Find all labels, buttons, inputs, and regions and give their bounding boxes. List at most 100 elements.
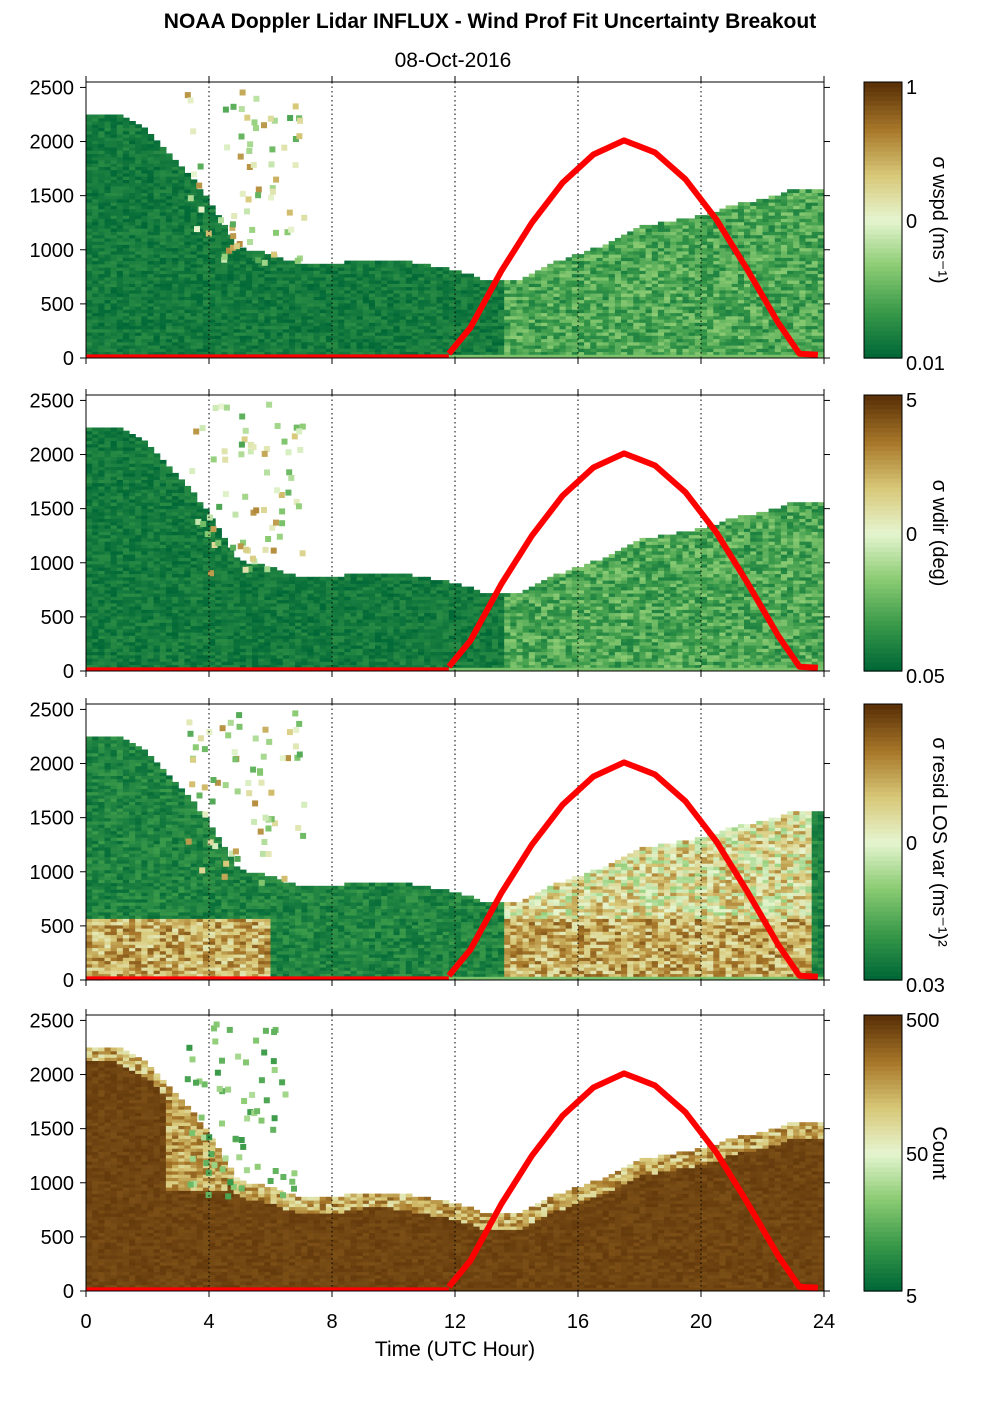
- heatmap-cell: [774, 254, 782, 258]
- heatmap-cell: [553, 260, 561, 265]
- heatmap-cell: [301, 315, 308, 320]
- heatmap-cell: [122, 299, 130, 304]
- heatmap-cell: [110, 351, 118, 356]
- heatmap-cell: [664, 231, 671, 236]
- heatmap-cell: [381, 302, 388, 307]
- heatmap-cell: [338, 299, 345, 304]
- heatmap-cell: [614, 286, 622, 291]
- heatmap-cell: [547, 283, 554, 288]
- heatmap-cell: [528, 322, 536, 327]
- heatmap-cell: [301, 299, 308, 304]
- heatmap-cell: [129, 247, 136, 252]
- heatmap-cell: [522, 345, 530, 349]
- heatmap-cell: [129, 134, 136, 138]
- heatmap-cell: [713, 348, 720, 353]
- heatmap-cell: [811, 218, 819, 223]
- heatmap-cell: [485, 332, 493, 336]
- heatmap-cell: [116, 195, 124, 200]
- heatmap-cell: [190, 267, 198, 271]
- heatmap-cell: [98, 234, 105, 239]
- heatmap-cell: [405, 325, 413, 330]
- heatmap-cell: [227, 312, 235, 317]
- heatmap-cell: [141, 312, 148, 317]
- heatmap-cell: [737, 309, 745, 314]
- heatmap-cell: [553, 280, 561, 284]
- heatmap-cell: [178, 319, 185, 323]
- heatmap-cell: [676, 244, 684, 249]
- heatmap-cell: [276, 315, 284, 320]
- heatmap-cell: [202, 319, 210, 323]
- heatmap-cell: [547, 315, 554, 320]
- heatmap-cell: [153, 247, 161, 252]
- heatmap-cell: [239, 273, 247, 278]
- heatmap-cell: [657, 341, 665, 346]
- heatmap-cell: [541, 299, 548, 304]
- heatmap-cell: [756, 335, 763, 340]
- heatmap-cell: [707, 286, 714, 291]
- heatmap-cell: [418, 309, 425, 314]
- heatmap-cell: [614, 250, 622, 255]
- heatmap-cell: [362, 319, 370, 323]
- heatmap-cell: [86, 124, 93, 128]
- heatmap-cell: [198, 206, 205, 213]
- heatmap-cell: [817, 267, 825, 271]
- heatmap-cell: [122, 260, 130, 265]
- heatmap-cell: [116, 117, 124, 122]
- heatmap-cell: [289, 335, 296, 340]
- heatmap-cell: [621, 244, 628, 249]
- heatmap-cell: [269, 146, 276, 153]
- heatmap-cell: [491, 345, 499, 349]
- heatmap-cell: [98, 241, 105, 245]
- heatmap-cell: [405, 306, 413, 310]
- heatmap-cell: [129, 143, 136, 148]
- heatmap-cell: [258, 309, 265, 314]
- heatmap-cell: [98, 224, 105, 229]
- heatmap-cell: [590, 263, 597, 268]
- heatmap-cell: [209, 241, 216, 245]
- heatmap-cell: [141, 293, 148, 297]
- heatmap-cell: [491, 299, 499, 304]
- heatmap-cell: [282, 309, 290, 314]
- heatmap-cell: [799, 341, 807, 346]
- heatmap-cell: [805, 205, 813, 210]
- heatmap-cell: [104, 302, 112, 307]
- heatmap-cell: [479, 325, 487, 330]
- heatmap-cell: [147, 176, 155, 180]
- heatmap-cell: [498, 332, 505, 336]
- heatmap-cell: [688, 244, 696, 249]
- heatmap-cell: [448, 286, 456, 291]
- heatmap-cell: [338, 322, 345, 327]
- heatmap-cell: [319, 299, 327, 304]
- heatmap-cell: [92, 254, 99, 258]
- heatmap-cell: [184, 286, 192, 291]
- heatmap-cell: [657, 244, 665, 249]
- heatmap-cell: [86, 309, 93, 314]
- heatmap-cell: [196, 335, 204, 340]
- heatmap-cell: [473, 335, 481, 340]
- heatmap-cell: [276, 276, 284, 281]
- heatmap-cell: [602, 289, 610, 294]
- heatmap-cell: [221, 231, 228, 236]
- heatmap-cell: [319, 302, 327, 307]
- heatmap-cell: [190, 325, 198, 330]
- heatmap-cell: [98, 198, 105, 203]
- heatmap-cell: [707, 267, 714, 271]
- heatmap-cell: [253, 95, 260, 102]
- heatmap-cell: [116, 189, 124, 193]
- heatmap-cell: [261, 122, 267, 129]
- heatmap-cell: [455, 296, 462, 301]
- heatmap-cell: [694, 244, 702, 249]
- heatmap-cell: [282, 319, 290, 323]
- heatmap-cell: [608, 332, 616, 336]
- heatmap-cell: [553, 354, 561, 358]
- heatmap-cell: [307, 293, 315, 297]
- heatmap-cell: [578, 273, 585, 278]
- heatmap-cell: [381, 328, 388, 333]
- heatmap-cell: [230, 103, 237, 110]
- heatmap-cell: [104, 205, 112, 210]
- heatmap-cell: [338, 263, 345, 268]
- heatmap-cell: [122, 263, 130, 268]
- heatmap-cell: [116, 263, 124, 268]
- heatmap-cell: [565, 341, 573, 346]
- heatmap-cell: [375, 341, 382, 346]
